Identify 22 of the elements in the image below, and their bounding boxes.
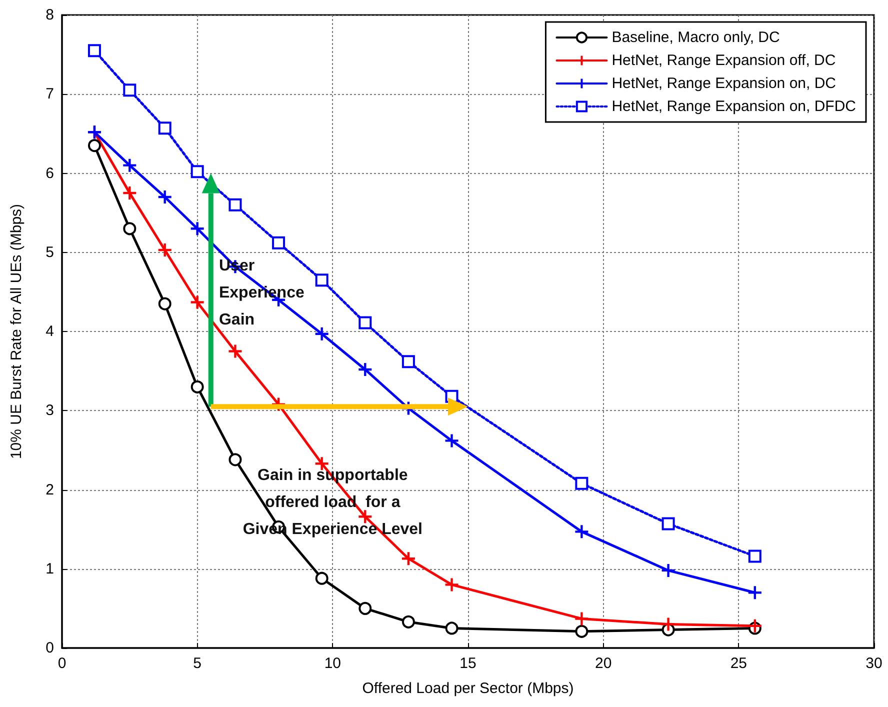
legend-label: HetNet, Range Expansion on, DC (612, 75, 836, 92)
y-tick-label: 7 (46, 86, 54, 103)
y-tick-label: 8 (46, 6, 54, 24)
y-tick-label: 1 (46, 560, 54, 578)
y-tick-label: 6 (46, 164, 54, 182)
x-tick-label: 0 (58, 655, 66, 672)
y-tick-label: 4 (46, 323, 54, 340)
x-tick-label: 5 (193, 655, 202, 672)
legend-label: HetNet, Range Expansion on, DFDC (612, 98, 856, 115)
y-tick-label: 5 (46, 244, 54, 261)
x-axis-title: Offered Load per Sector (Mbps) (362, 680, 574, 697)
x-tick-label: 30 (866, 655, 882, 672)
legend-label: Baseline, Macro only, DC (612, 29, 780, 46)
legend-label: HetNet, Range Expansion off, DC (612, 52, 836, 69)
y-tick-label: 0 (46, 640, 54, 656)
y-tick-label: 2 (46, 481, 54, 498)
x-tick-label: 20 (594, 655, 612, 672)
x-tick-label: 10 (324, 655, 342, 672)
x-tick-label: 15 (460, 655, 476, 672)
x-tick-label: 25 (730, 655, 748, 672)
y-tick-label: 3 (46, 402, 54, 420)
y-axis-title: 10% UE Burst Rate for All UEs (Mbps) (8, 204, 25, 460)
